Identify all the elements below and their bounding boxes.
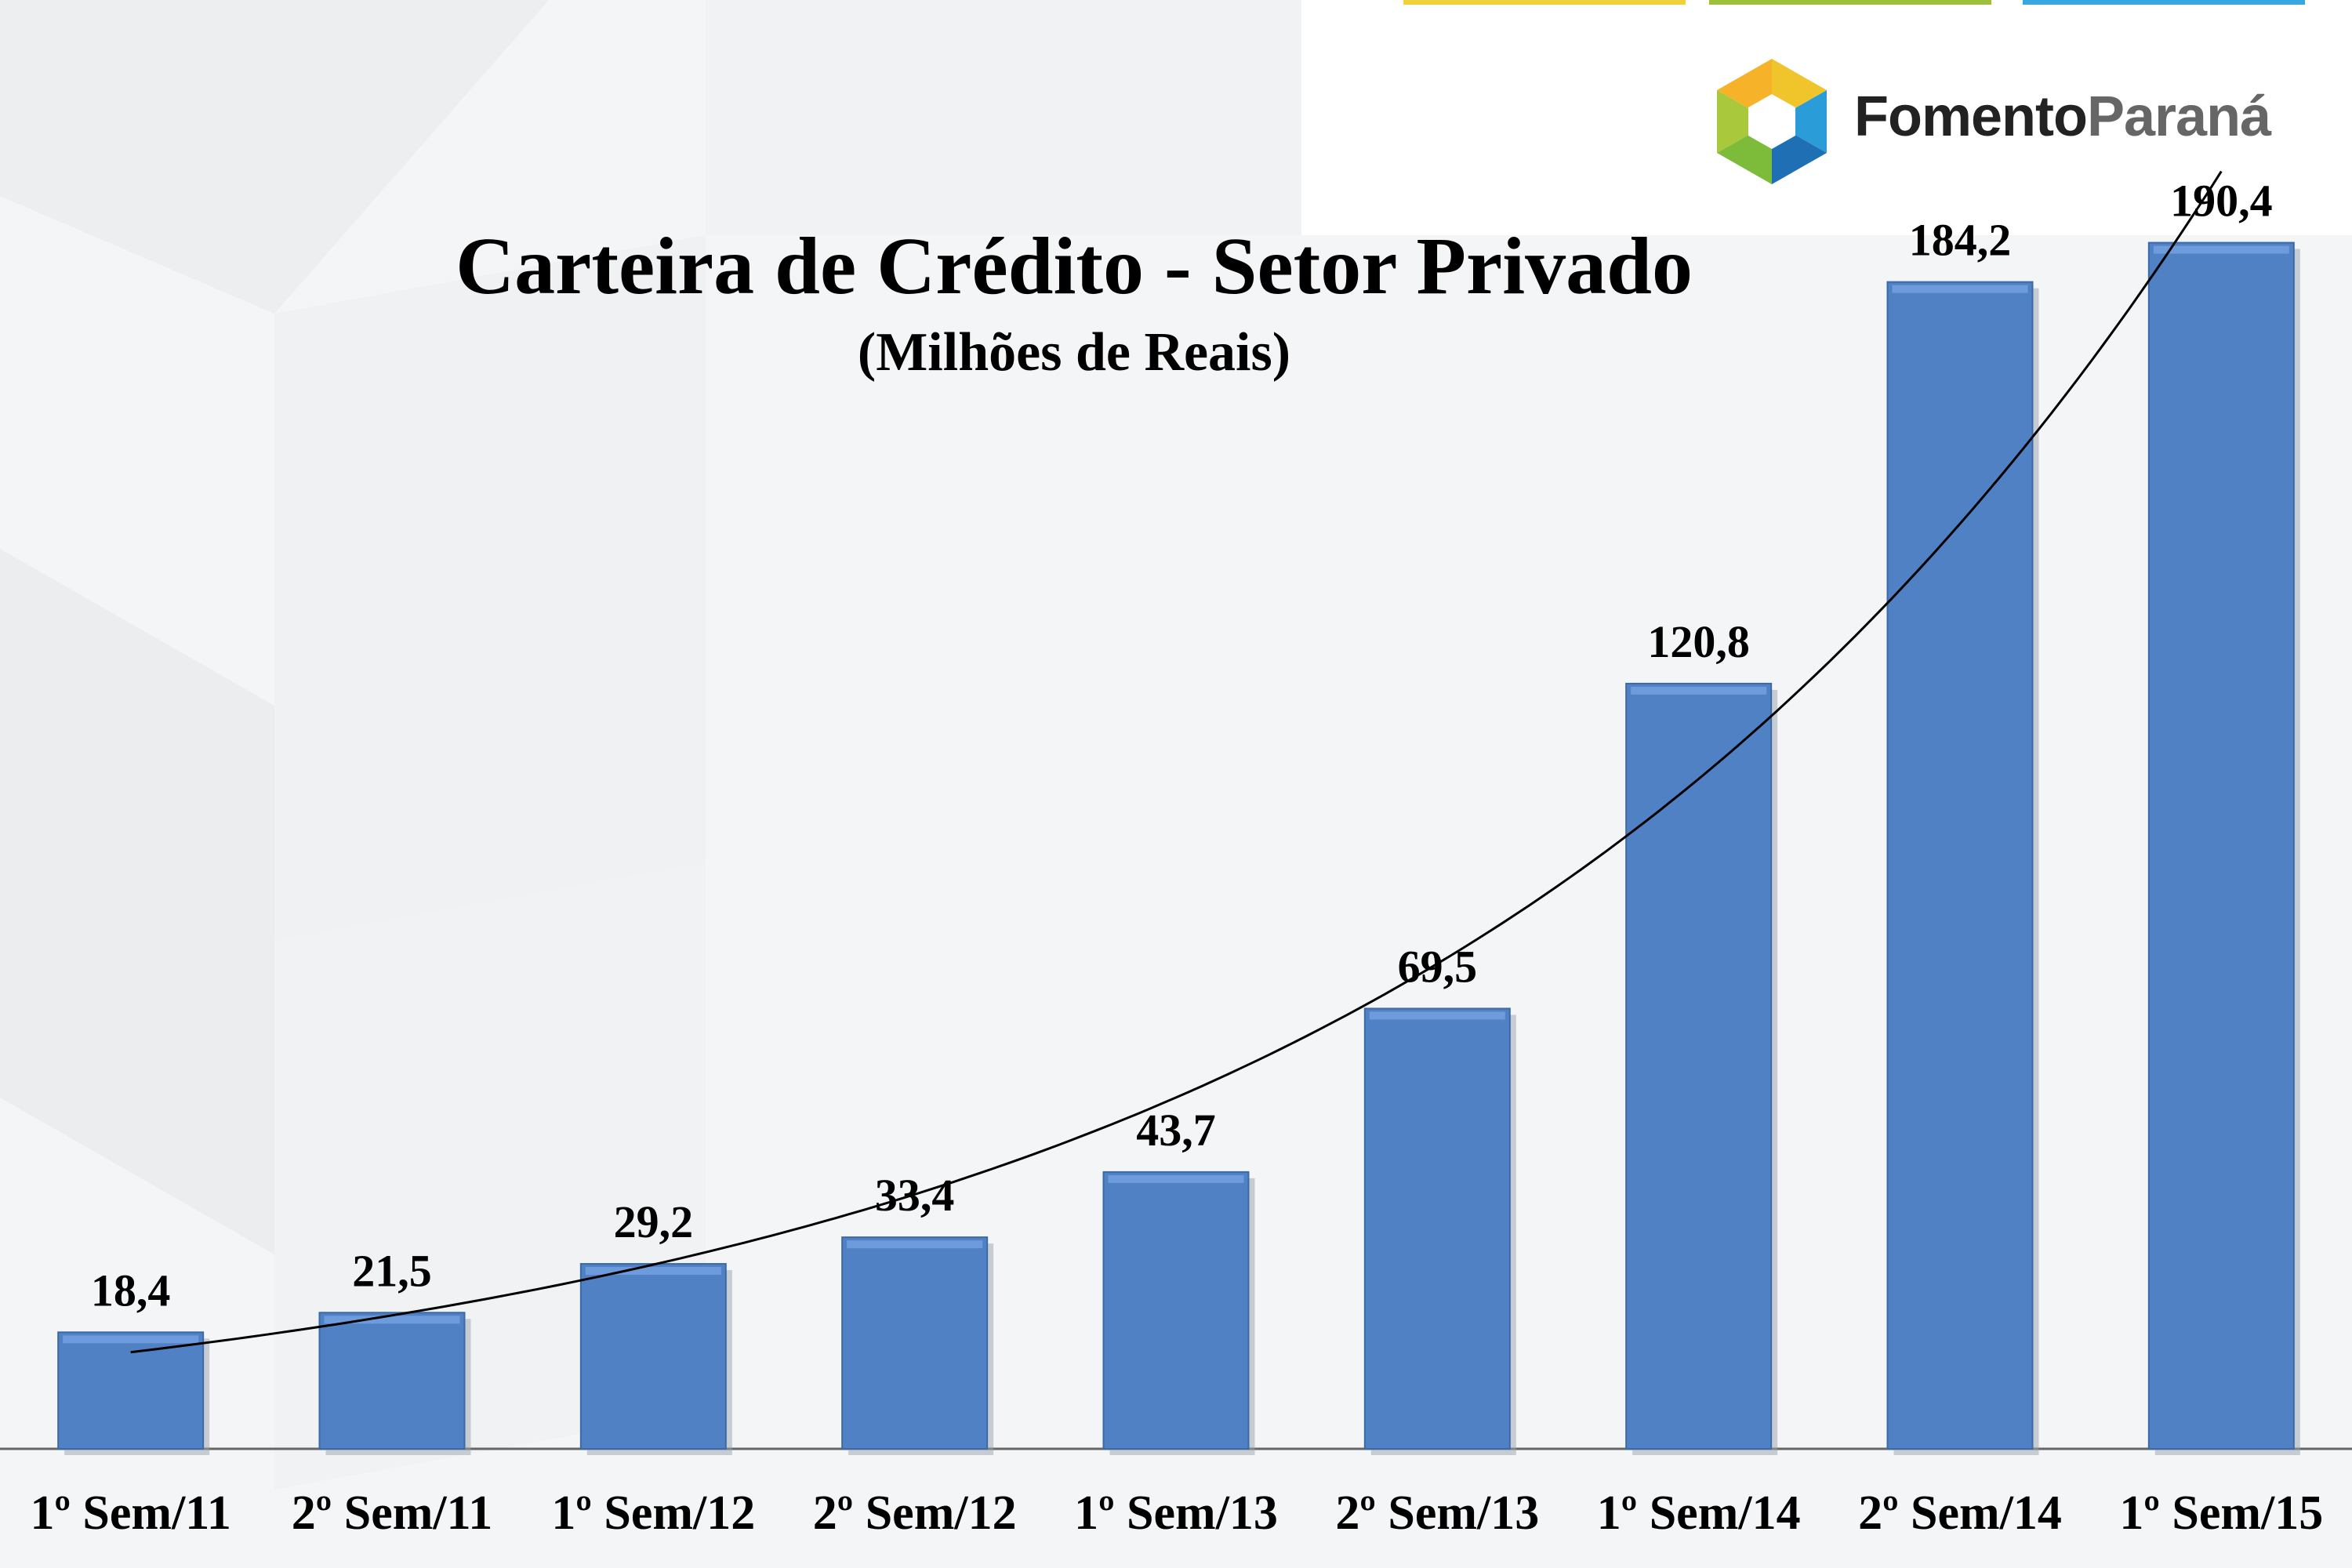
bar	[1363, 1007, 1511, 1450]
x-tick-label: 2º Sem/14	[1858, 1486, 2062, 1540]
x-tick-label: 2º Sem/12	[813, 1486, 1017, 1540]
bar-highlight	[1892, 285, 2028, 293]
bar	[1886, 281, 2034, 1450]
data-label: 43,7	[1136, 1105, 1216, 1156]
data-label: 184,2	[1909, 215, 2012, 266]
logo-text-fomento: Fomento	[1854, 85, 2088, 148]
logo-wordmark: FomentoParaná	[1854, 85, 2271, 149]
bar-highlight	[585, 1267, 721, 1276]
logo-bar-green	[1709, 0, 1991, 5]
data-label: 69,5	[1398, 941, 1478, 992]
data-label: 21,5	[352, 1245, 432, 1296]
bar	[318, 1312, 466, 1450]
x-tick-label: 1º Sem/15	[2119, 1486, 2323, 1540]
data-label: 18,4	[91, 1265, 171, 1316]
bar-highlight	[2153, 245, 2289, 254]
chart-title: Carteira de Crédito - Setor Privado	[456, 221, 1693, 311]
bar	[1625, 682, 1773, 1450]
logo-bar-blue	[2023, 0, 2305, 5]
x-tick-label: 1º Sem/12	[551, 1486, 755, 1540]
bar-highlight	[1108, 1174, 1244, 1183]
x-tick-label: 2º Sem/11	[292, 1486, 492, 1540]
bar-highlight	[1631, 686, 1767, 695]
bar-highlight	[1369, 1011, 1505, 1020]
x-tick-label: 1º Sem/14	[1597, 1486, 1801, 1540]
bar-highlight	[847, 1240, 983, 1249]
bar	[841, 1236, 989, 1450]
x-tick-label: 2º Sem/13	[1335, 1486, 1539, 1540]
bar	[579, 1263, 727, 1450]
fomento-hexagon-logo	[1717, 59, 1827, 184]
logo-bar-yellow	[1403, 0, 1686, 5]
data-label: 190,4	[2170, 176, 2273, 227]
bar	[2147, 241, 2295, 1450]
chart-subtitle: (Milhões de Reais)	[857, 322, 1291, 383]
x-tick-label: 1º Sem/11	[30, 1486, 230, 1540]
bar-highlight	[63, 1335, 199, 1344]
x-tick-label: 1º Sem/13	[1074, 1486, 1278, 1540]
bar	[57, 1331, 205, 1450]
bar	[1102, 1171, 1250, 1450]
trendline	[130, 170, 2223, 1354]
data-label: 120,8	[1647, 616, 1750, 667]
data-label: 29,2	[614, 1196, 694, 1247]
bar-highlight	[324, 1316, 460, 1324]
logo-text-parana: Paraná	[2086, 85, 2271, 148]
